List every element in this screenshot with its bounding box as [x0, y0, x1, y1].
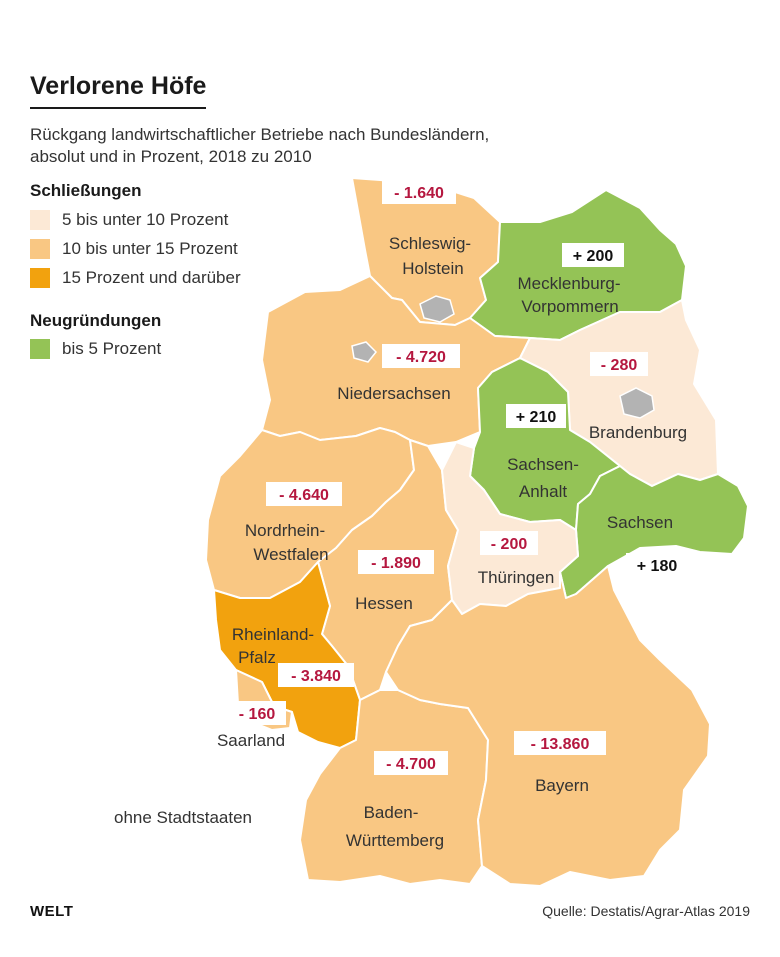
name-rp-1: Rheinland- — [232, 625, 314, 644]
name-bb: Brandenburg — [589, 423, 687, 442]
state-bayern[interactable] — [385, 565, 711, 887]
value-box-nw — [266, 482, 342, 506]
legend-new-heading: Neugründungen — [30, 311, 162, 330]
city-state-bremen — [351, 341, 378, 363]
name-nw-2: Westfalen — [253, 545, 328, 564]
name-mv-1: Mecklenburg- — [518, 274, 621, 293]
name-by: Bayern — [535, 776, 589, 795]
name-bw-2: Württemberg — [346, 831, 444, 850]
legend-item-dark: 15 Prozent und darüber — [30, 267, 241, 289]
legend-label-light: 5 bis unter 10 Prozent — [62, 210, 229, 229]
source-note: Quelle: Destatis/Agrar-Atlas 2019 — [542, 903, 750, 919]
legend-swatch-light — [30, 210, 50, 230]
value-sn: + 180 — [637, 558, 678, 575]
name-bw-1: Baden- — [364, 803, 419, 822]
name-st-1: Sachsen- — [507, 455, 579, 474]
name-th: Thüringen — [478, 568, 555, 587]
value-th: - 200 — [491, 536, 528, 553]
value-bb: - 280 — [601, 357, 638, 374]
legend-closures-heading: Schließungen — [30, 181, 142, 200]
name-sn: Sachsen — [607, 513, 673, 532]
subtitle-line-2: absolut und in Prozent, 2018 zu 2010 — [30, 147, 312, 166]
legend-swatch-medium — [30, 239, 50, 259]
name-rp-2: Pfalz — [238, 648, 276, 667]
chart-subtitle: Rückgang landwirtschaftlicher Betriebe n… — [30, 124, 590, 168]
value-he: - 1.890 — [371, 555, 421, 572]
value-st: + 210 — [516, 409, 557, 426]
legend-item-light: 5 bis unter 10 Prozent — [30, 209, 228, 231]
city-state-hamburg — [419, 295, 455, 323]
name-nw-1: Nordrhein- — [245, 521, 325, 540]
value-ni: - 4.720 — [396, 349, 446, 366]
state-sachsen[interactable] — [559, 465, 749, 599]
value-box-mv — [562, 243, 624, 267]
value-sl: - 160 — [239, 706, 276, 723]
value-nw: - 4.640 — [279, 487, 329, 504]
chart-title: Verlorene Höfe — [30, 72, 207, 109]
legend-swatch-green — [30, 339, 50, 359]
name-st-2: Anhalt — [519, 482, 567, 501]
value-box-rp — [278, 663, 354, 687]
city-state-berlin — [619, 387, 655, 419]
subtitle-line-1: Rückgang landwirtschaftlicher Betriebe n… — [30, 125, 490, 144]
name-sl: Saarland — [217, 731, 285, 750]
name-ni: Niedersachsen — [337, 384, 450, 403]
value-box-sn — [626, 553, 688, 577]
value-box-he — [358, 550, 434, 574]
legend-label-green: bis 5 Prozent — [62, 339, 162, 358]
value-rp: - 3.840 — [291, 668, 341, 685]
legend-swatch-dark — [30, 268, 50, 288]
value-by: - 13.860 — [531, 736, 590, 753]
legend-item-green: bis 5 Prozent — [30, 338, 161, 360]
name-sh-1: Schleswig- — [389, 234, 471, 253]
name-he: Hessen — [355, 594, 413, 613]
welt-logo: WELT — [30, 903, 74, 920]
value-box-th — [480, 531, 538, 555]
value-mv: + 200 — [573, 248, 614, 265]
name-sh-2: Holstein — [402, 259, 463, 278]
value-box-st — [506, 404, 566, 428]
value-box-bw — [374, 751, 448, 775]
value-bw: - 4.700 — [386, 756, 436, 773]
note-without-city-states: ohne Stadtstaaten — [114, 808, 253, 827]
value-box-sh — [382, 180, 456, 204]
value-box-sl — [228, 701, 286, 725]
legend-label-dark: 15 Prozent und darüber — [62, 268, 241, 287]
legend-label-medium: 10 bis unter 15 Prozent — [62, 239, 238, 258]
legend-item-medium: 10 bis unter 15 Prozent — [30, 238, 238, 260]
value-box-by — [514, 731, 606, 755]
value-sh: - 1.640 — [394, 185, 444, 202]
value-box-bb — [590, 352, 648, 376]
name-mv-2: Vorpommern — [521, 297, 618, 316]
value-box-ni — [382, 344, 460, 368]
